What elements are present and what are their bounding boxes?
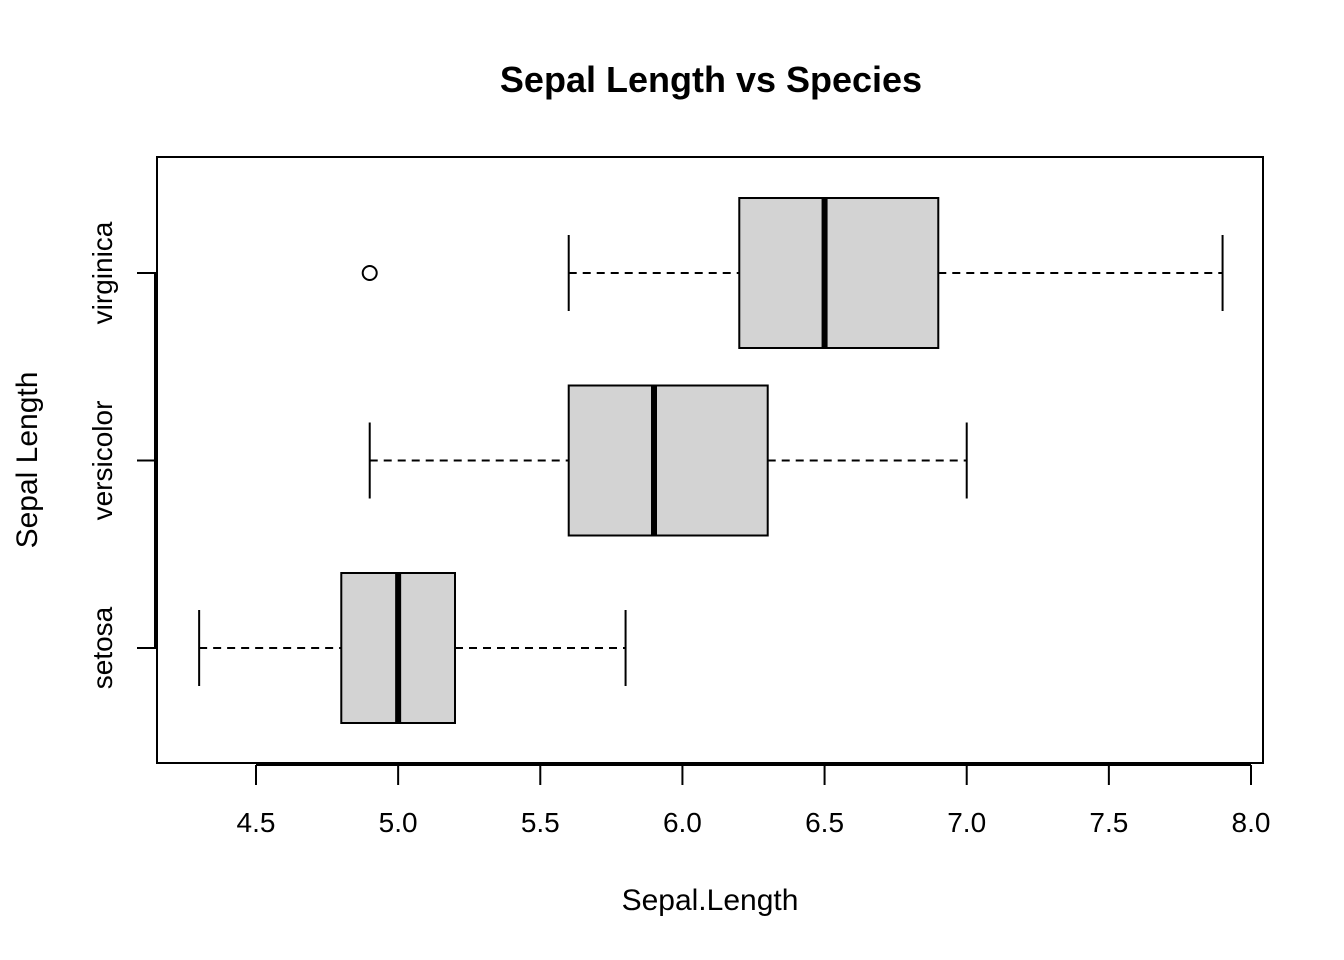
x-tick-label: 6.5 bbox=[805, 807, 844, 838]
y-tick-label: versicolor bbox=[87, 401, 118, 521]
box-setosa bbox=[198, 572, 627, 724]
boxes bbox=[198, 197, 1224, 724]
x-tick-label: 5.5 bbox=[521, 807, 560, 838]
x-tick-label: 6.0 bbox=[663, 807, 702, 838]
box-versicolor bbox=[368, 384, 968, 537]
chart-title: Sepal Length vs Species bbox=[500, 59, 922, 100]
iqr-box bbox=[567, 384, 769, 537]
x-ticks: 4.5 5.0 5.5 6.0 6.5 7.0 7.5 8.0 bbox=[237, 765, 1271, 838]
x-tick-label: 8.0 bbox=[1232, 807, 1271, 838]
plot-frame bbox=[156, 156, 1264, 764]
x-tick-label: 7.5 bbox=[1089, 807, 1128, 838]
x-tick-label: 5.0 bbox=[379, 807, 418, 838]
y-tick-label: virginica bbox=[87, 221, 118, 324]
x-axis-label: Sepal.Length bbox=[622, 884, 799, 917]
x-tick-label: 4.5 bbox=[237, 807, 276, 838]
x-tick-label: 7.0 bbox=[947, 807, 986, 838]
y-tick-label: setosa bbox=[87, 606, 118, 689]
y-ticks: setosa versicolor virginica bbox=[87, 221, 156, 689]
outlier-point bbox=[361, 265, 378, 281]
iqr-box bbox=[738, 197, 940, 349]
box-virginica bbox=[361, 197, 1224, 349]
y-axis-label: Sepal Length bbox=[11, 372, 44, 549]
